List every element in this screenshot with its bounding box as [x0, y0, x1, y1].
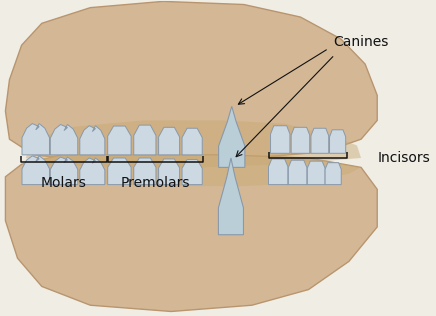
- Text: Canines: Canines: [333, 35, 388, 49]
- Polygon shape: [325, 163, 341, 185]
- Polygon shape: [22, 156, 49, 185]
- Polygon shape: [134, 125, 156, 155]
- Polygon shape: [80, 158, 105, 185]
- Polygon shape: [288, 160, 307, 185]
- Polygon shape: [218, 158, 243, 235]
- Polygon shape: [80, 126, 105, 155]
- Polygon shape: [159, 159, 180, 185]
- Polygon shape: [108, 158, 131, 185]
- Polygon shape: [270, 126, 290, 153]
- Polygon shape: [182, 160, 202, 185]
- Text: Incisors: Incisors: [377, 151, 430, 165]
- Polygon shape: [5, 1, 377, 161]
- Polygon shape: [291, 127, 310, 153]
- Polygon shape: [182, 128, 202, 155]
- Polygon shape: [307, 161, 325, 185]
- Polygon shape: [50, 157, 78, 185]
- Polygon shape: [5, 155, 377, 312]
- Text: Premolars: Premolars: [121, 176, 191, 190]
- Polygon shape: [159, 127, 180, 155]
- Polygon shape: [22, 124, 49, 155]
- Text: Molars: Molars: [41, 176, 87, 190]
- Polygon shape: [330, 130, 346, 153]
- Polygon shape: [26, 120, 361, 167]
- Polygon shape: [311, 128, 329, 153]
- Polygon shape: [269, 159, 288, 185]
- Polygon shape: [134, 158, 156, 185]
- Polygon shape: [218, 106, 245, 167]
- Polygon shape: [50, 125, 78, 155]
- Polygon shape: [108, 126, 131, 155]
- Polygon shape: [22, 155, 361, 186]
